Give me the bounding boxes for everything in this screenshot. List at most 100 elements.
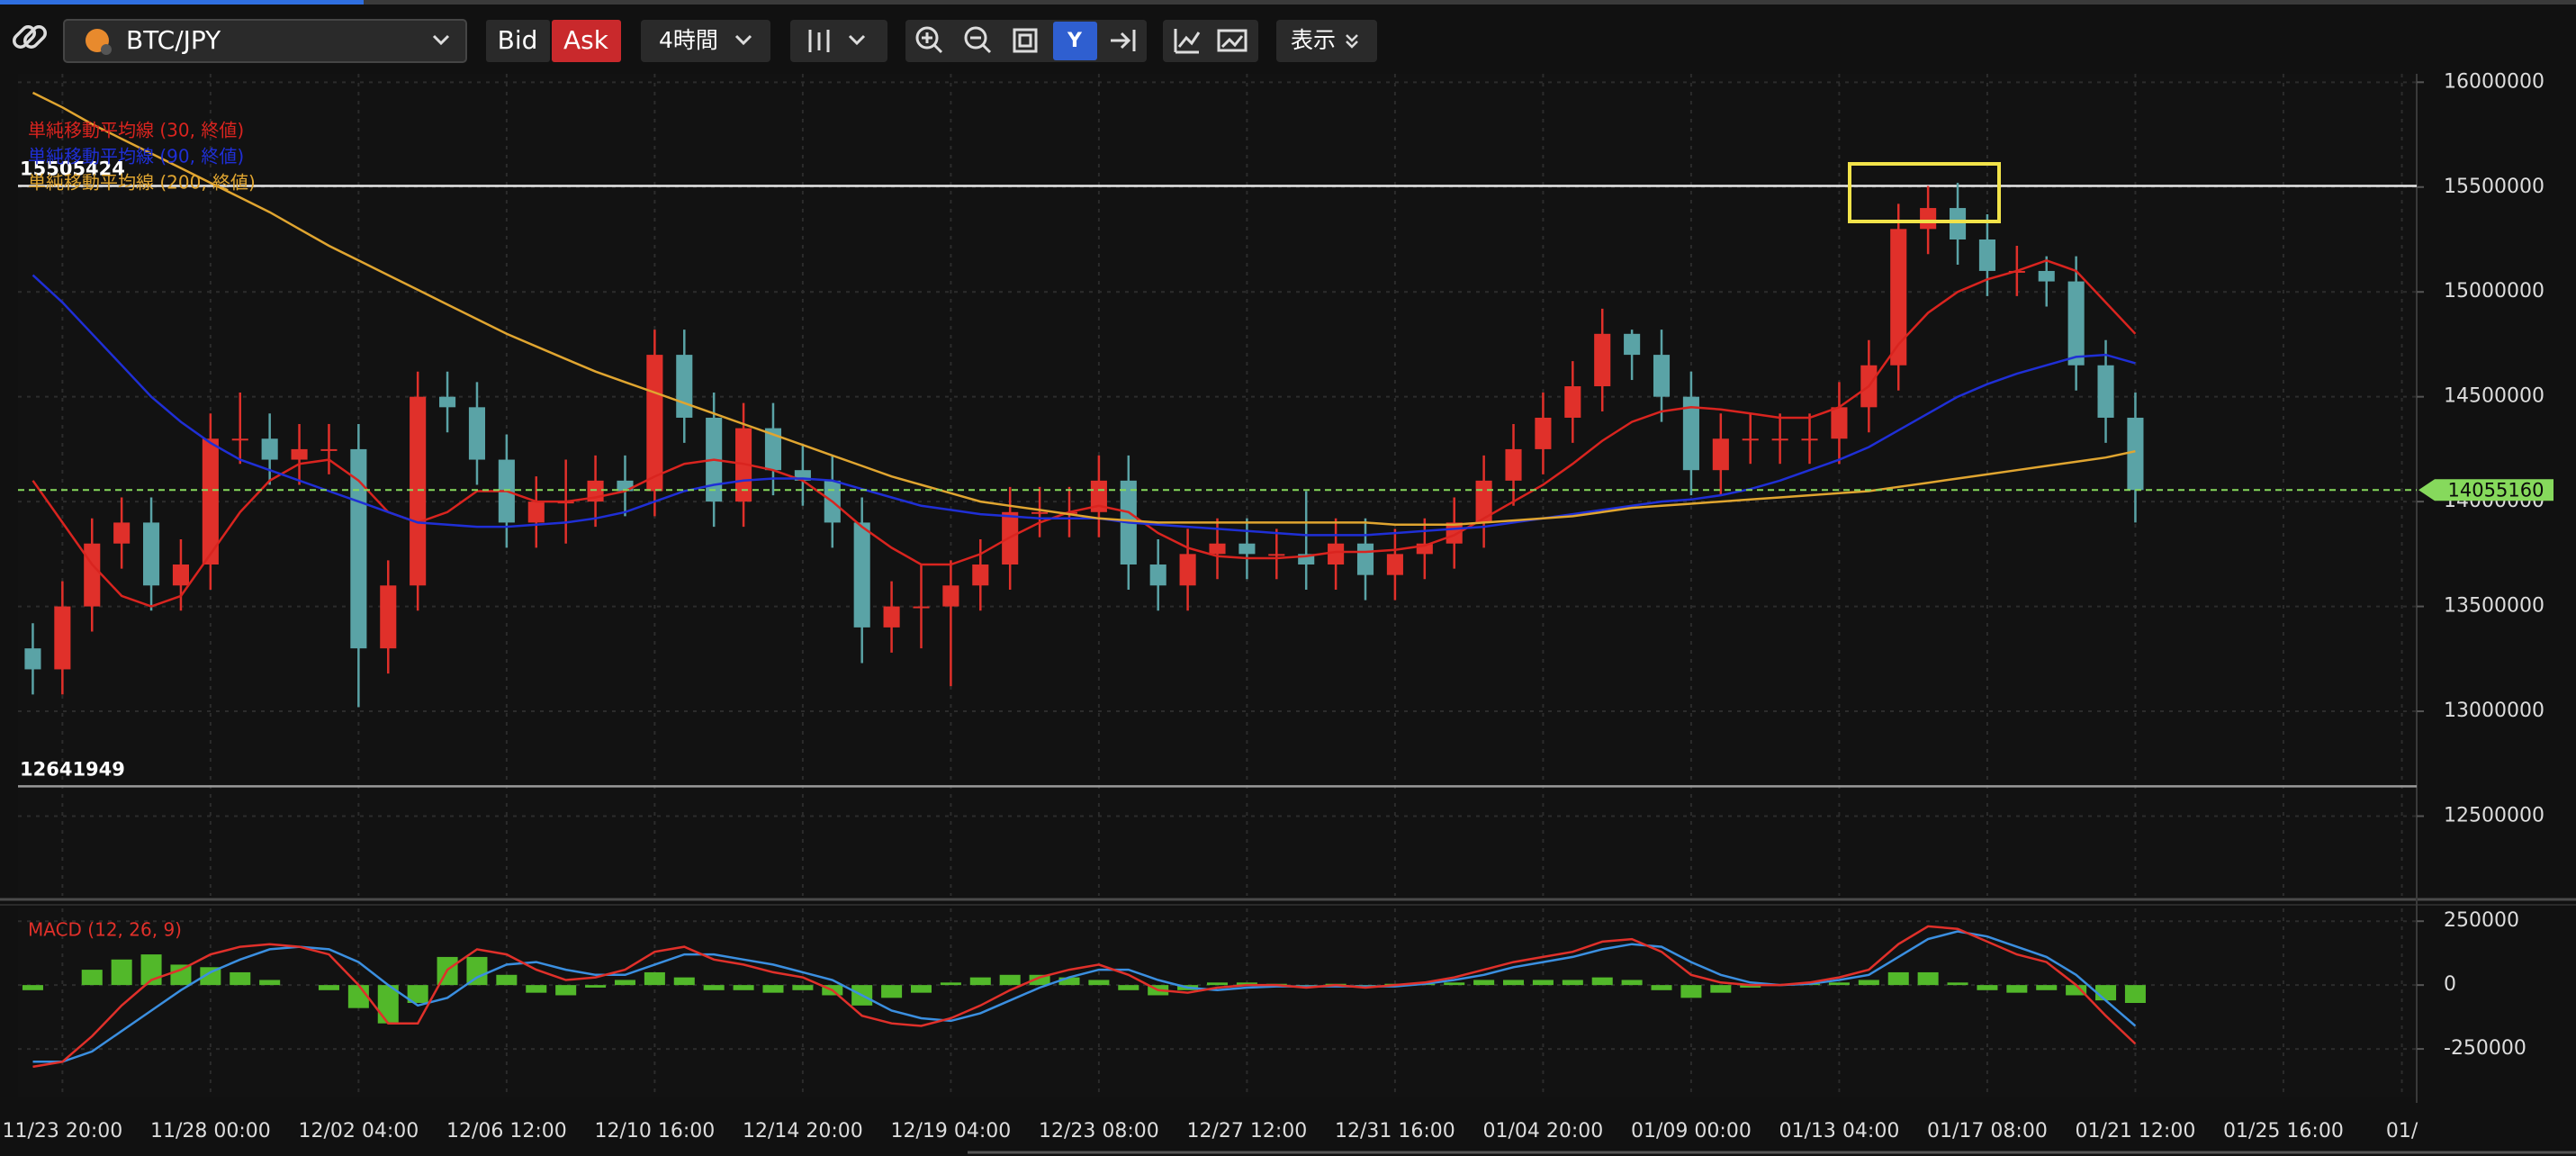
- line: [32, 925, 2137, 1069]
- candle-body: [380, 585, 397, 649]
- histogram-bar: [200, 967, 221, 986]
- candle-body: [261, 438, 278, 460]
- zoom-tools: Y: [905, 20, 1147, 62]
- zoom-out[interactable]: [964, 26, 992, 54]
- legend-entry: 単純移動平均線 (90, 終値): [28, 146, 244, 167]
- top-bar: [0, 0, 2576, 5]
- svg-text:Y: Y: [1067, 30, 1083, 52]
- histogram-bar: [1206, 982, 1229, 986]
- candle-body: [1238, 543, 1256, 555]
- histogram-bar: [2036, 985, 2058, 990]
- histogram-bar: [703, 985, 725, 990]
- ask-button[interactable]: Ask: [552, 20, 621, 62]
- candle-body: [468, 407, 486, 460]
- histogram-bar: [1710, 985, 1732, 993]
- fit[interactable]: [1013, 28, 1038, 53]
- interval-select[interactable]: 4時間: [641, 20, 770, 62]
- bid-button[interactable]: Bid: [486, 20, 550, 62]
- candle-body: [231, 438, 248, 441]
- candle-body: [972, 564, 989, 586]
- legend-entry: 単純移動平均線 (30, 終値): [28, 120, 244, 141]
- histogram-bar: [1858, 980, 1879, 986]
- chart-type-select[interactable]: [790, 20, 887, 62]
- view-menu[interactable]: 表示: [1276, 20, 1377, 62]
- x-tick-label: 11/23 20:00: [2, 1120, 122, 1142]
- legend-entry: 単純移動平均線 (200, 終値): [28, 172, 256, 194]
- auto-scale[interactable]: Y: [1053, 22, 1097, 60]
- y-tick-label: 13500000: [2444, 595, 2544, 618]
- candle-body: [527, 501, 545, 523]
- histogram-bar: [881, 985, 903, 998]
- histogram-bar: [1621, 980, 1643, 986]
- add-indicator[interactable]: [1174, 29, 1201, 54]
- histogram-bar: [969, 977, 991, 986]
- candle-body: [350, 448, 367, 649]
- candle-body: [913, 606, 930, 609]
- indicator-tools: [1163, 20, 1258, 62]
- histogram-bar: [1029, 974, 1050, 986]
- candle-body: [1653, 355, 1671, 397]
- screenshot[interactable]: [1217, 29, 1247, 52]
- histogram-bar: [1887, 971, 1909, 986]
- candle-body: [1090, 480, 1107, 512]
- candle-body: [113, 522, 131, 544]
- histogram-bar: [466, 956, 488, 986]
- candle-body: [2127, 417, 2144, 491]
- candle-body: [1475, 480, 1492, 523]
- candle-body: [1771, 438, 1788, 441]
- histogram-bar: [733, 985, 754, 990]
- x-tick-label: 12/10 16:00: [594, 1120, 715, 1142]
- x-tick-label: 12/14 20:00: [743, 1120, 863, 1142]
- x-tick-label: 01/: [2386, 1120, 2418, 1142]
- indicator-title: MACD (12, 26, 9): [28, 919, 182, 941]
- last-price-label: 14055160: [2448, 479, 2544, 501]
- x-tick-label: 12/19 04:00: [890, 1120, 1011, 1142]
- toolbar: BTC/JPY Bid Ask 4時間 Y: [12, 19, 1377, 63]
- histogram-bar: [673, 977, 695, 986]
- histogram-bar: [585, 985, 607, 988]
- zoom-in[interactable]: [915, 26, 943, 54]
- line: [32, 274, 2136, 537]
- candle-body: [764, 428, 782, 471]
- candle-body: [1831, 407, 1848, 439]
- candle-body: [1920, 208, 1937, 230]
- x-tick-label: 01/21 12:00: [2076, 1120, 2196, 1142]
- candle-body: [320, 448, 338, 451]
- x-tick-label: 12/06 12:00: [446, 1120, 567, 1142]
- y-tick-label: 12500000: [2444, 804, 2544, 826]
- x-tick-label: 11/28 00:00: [150, 1120, 271, 1142]
- price-panel: [18, 74, 2417, 896]
- link-button[interactable]: [12, 24, 48, 50]
- candle-body: [54, 606, 71, 670]
- candle-body: [1949, 208, 1967, 239]
- histogram-bar: [318, 985, 339, 990]
- candle-body: [172, 564, 190, 586]
- histogram-bar: [999, 974, 1021, 986]
- histogram-bar: [347, 985, 369, 1008]
- candle-body: [1682, 396, 1699, 471]
- candle-body: [2067, 281, 2085, 366]
- histogram-bar: [1740, 985, 1761, 988]
- candle-body: [1594, 333, 1611, 387]
- symbol-select[interactable]: BTC/JPY: [63, 19, 467, 63]
- x-tick-label: 01/09 00:00: [1631, 1120, 1752, 1142]
- ask: Ask: [563, 25, 609, 55]
- candle-body: [291, 448, 308, 460]
- candle-body: [1298, 554, 1315, 565]
- y-tick-label: 13000000: [2444, 700, 2544, 722]
- histogram-bar: [555, 985, 577, 996]
- histogram-bar: [644, 971, 665, 986]
- candle-body: [1416, 543, 1433, 555]
- x-tick-label: 01/13 04:00: [1779, 1120, 1900, 1142]
- histogram-bar: [230, 971, 251, 986]
- candle-body: [1801, 438, 1818, 441]
- scroll-end[interactable]: [1111, 30, 1136, 51]
- histogram-bar: [170, 964, 192, 986]
- histogram-bar: [1088, 980, 1110, 986]
- candle-body: [1742, 438, 1759, 441]
- candle-body: [84, 543, 101, 607]
- symbol: BTC/JPY: [126, 25, 221, 55]
- histogram-bar: [1118, 985, 1139, 990]
- candle-body: [1328, 543, 1345, 565]
